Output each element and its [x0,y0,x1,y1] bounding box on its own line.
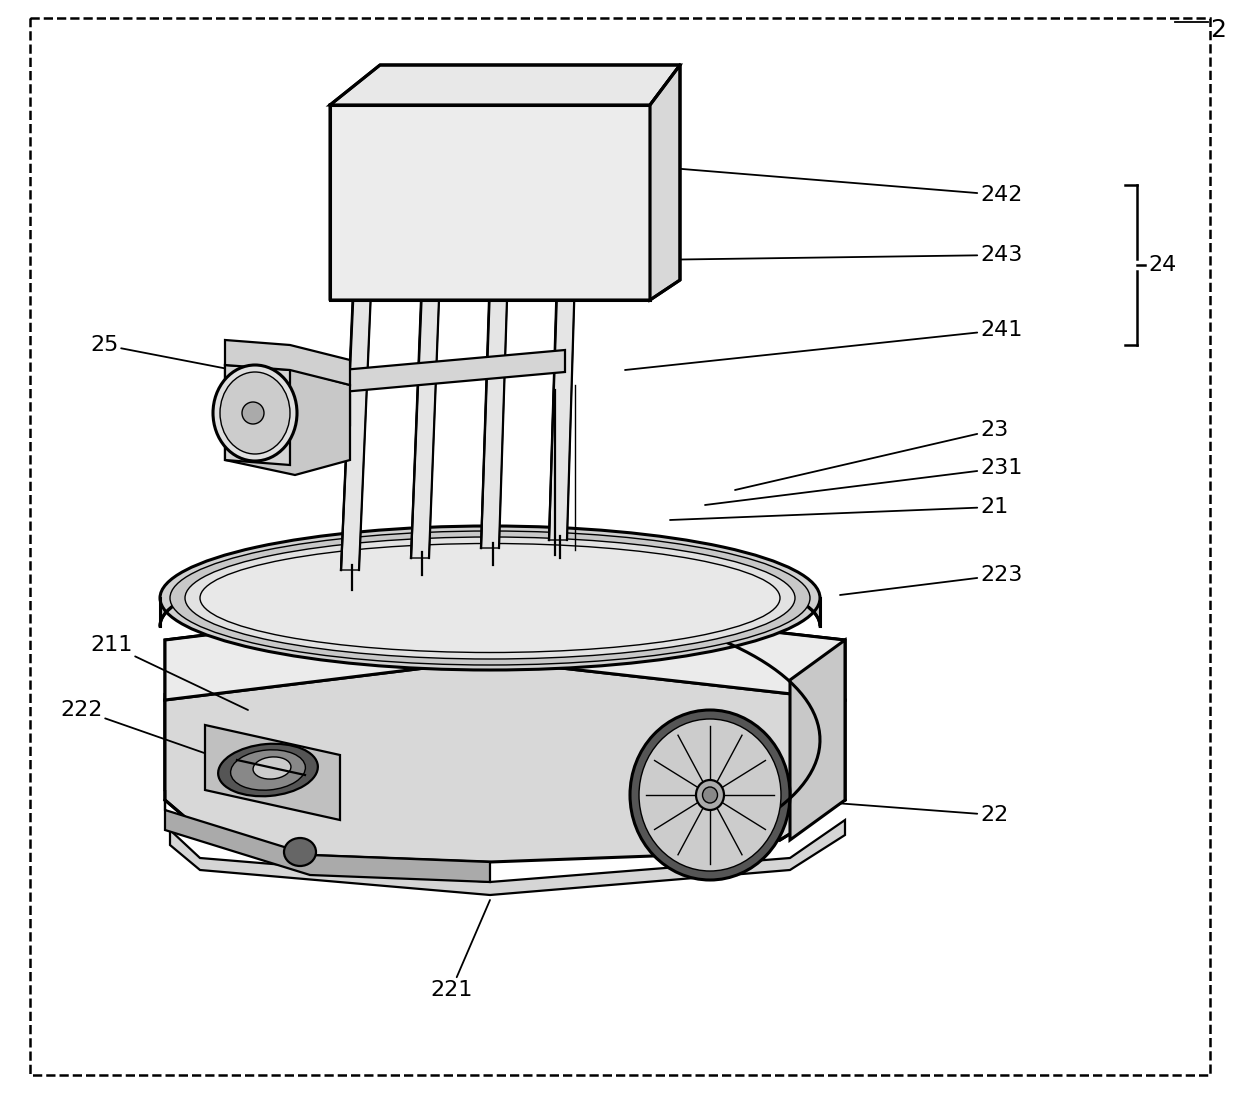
Polygon shape [410,94,446,558]
Ellipse shape [253,757,291,779]
Text: 2: 2 [1210,18,1226,42]
Polygon shape [165,695,340,840]
Ellipse shape [218,744,317,796]
Ellipse shape [630,710,790,880]
Text: 222: 222 [60,700,210,755]
Ellipse shape [703,786,718,803]
Ellipse shape [185,537,795,659]
Polygon shape [330,65,680,104]
Text: 242: 242 [670,168,1022,205]
Text: 243: 243 [645,245,1022,265]
Text: 22: 22 [795,800,1008,825]
Polygon shape [285,385,350,425]
Text: 241: 241 [625,320,1022,370]
Ellipse shape [219,372,290,454]
Text: 23: 23 [735,420,1008,490]
Polygon shape [165,600,844,700]
Polygon shape [165,660,844,860]
Polygon shape [165,790,490,882]
Polygon shape [165,660,844,862]
Ellipse shape [213,365,298,461]
Polygon shape [205,725,340,820]
Ellipse shape [284,838,316,866]
Text: 211: 211 [91,635,248,710]
Ellipse shape [639,719,781,871]
Polygon shape [341,104,379,570]
Ellipse shape [200,543,780,652]
Polygon shape [160,526,820,626]
Polygon shape [224,340,350,385]
Polygon shape [481,82,515,548]
Polygon shape [165,600,844,700]
Ellipse shape [696,780,724,810]
Polygon shape [790,640,844,840]
Ellipse shape [160,526,820,670]
Polygon shape [330,104,650,300]
Text: 21: 21 [670,497,1008,520]
Text: 221: 221 [430,900,490,1000]
Polygon shape [224,365,290,465]
Ellipse shape [170,531,810,666]
Polygon shape [650,65,680,300]
Text: 25: 25 [91,336,285,380]
Text: 223: 223 [839,565,1022,595]
Polygon shape [342,350,565,392]
Text: 231: 231 [706,458,1022,505]
Ellipse shape [242,402,264,424]
Polygon shape [549,75,582,540]
Text: 24: 24 [1148,255,1177,275]
Polygon shape [170,820,844,895]
Polygon shape [224,365,350,475]
Ellipse shape [231,750,305,790]
